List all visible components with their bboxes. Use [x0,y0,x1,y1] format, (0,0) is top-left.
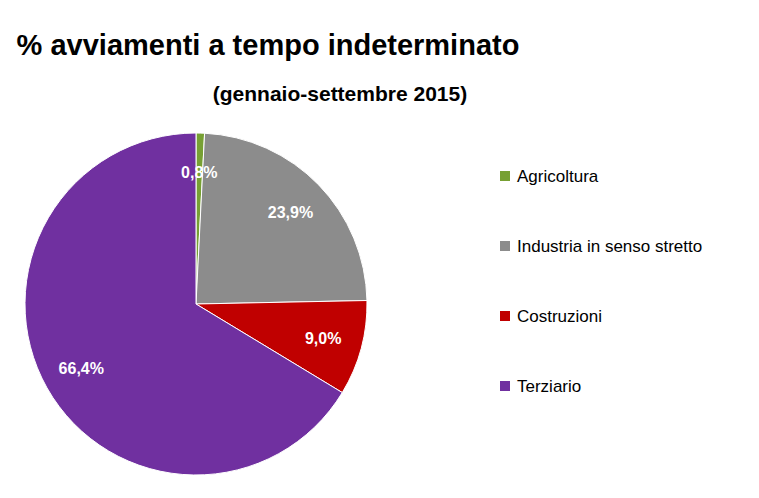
legend-item: Agricoltura [500,167,599,186]
pie [25,133,367,475]
data-label: 66,4% [59,360,104,377]
legend-item: Costruzioni [500,307,602,326]
legend-swatch [500,381,510,391]
title: % avviamenti a tempo indeterminato [17,29,520,61]
data-label: 9,0% [305,330,341,347]
subtitle: (gennaio-settembre 2015) [213,82,467,105]
legend-item: Terziario [500,377,581,396]
legend-label: Agricoltura [517,167,599,186]
legend-swatch [500,311,510,321]
slice [196,133,367,304]
data-label: 0,8% [181,164,217,181]
legend-swatch [500,171,510,181]
legend-label: Terziario [517,377,581,396]
legend-item: Industria in senso stretto [500,237,702,256]
data-label: 23,9% [268,204,313,221]
legend-swatch [500,241,510,251]
legend: Agricoltura Industria in senso stretto Cos… [500,167,702,396]
chart: % avviamenti a tempo indeterminato (genna… [0,0,759,498]
slice [25,133,342,475]
legend-label: Industria in senso stretto [517,237,702,256]
data-labels: 0,8% 23,9% 9,0% 66,4% [59,164,342,377]
legend-label: Costruzioni [517,307,602,326]
